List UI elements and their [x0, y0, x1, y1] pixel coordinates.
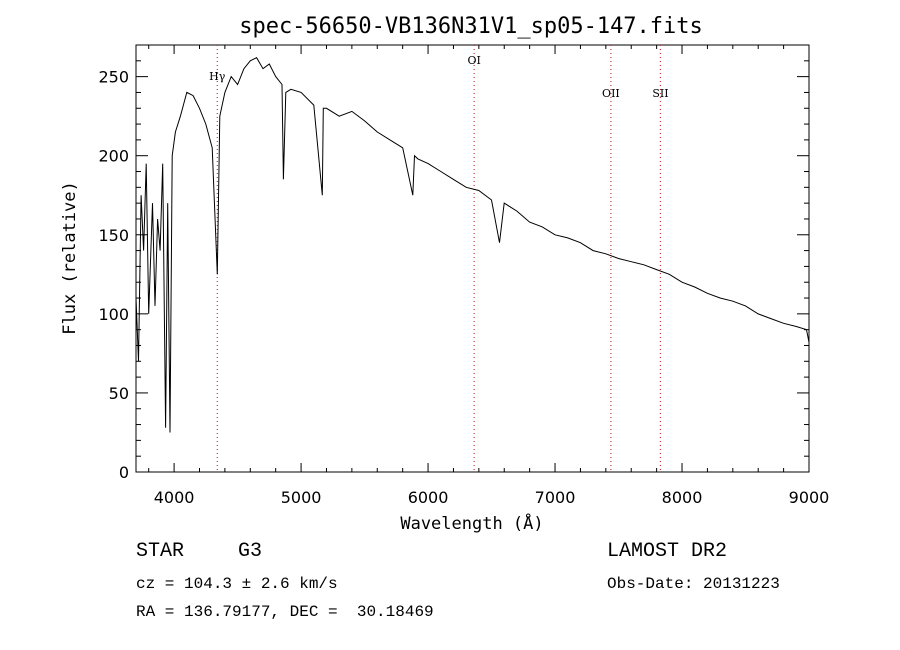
subclass: G3 [238, 540, 263, 563]
x-tick-label: 8000 [662, 488, 703, 507]
x-tick-label: 7000 [535, 488, 576, 507]
x-tick-label: 4000 [154, 488, 195, 507]
axis-ticks [136, 45, 810, 473]
marker-label: OII [602, 87, 620, 100]
y-tick-label: 200 [98, 147, 129, 166]
y-tick-label: 250 [98, 68, 129, 87]
y-tick-label: 50 [109, 384, 129, 403]
marker-label: SII [652, 87, 668, 100]
data-release: LAMOST DR2 [607, 540, 728, 563]
y-axis-label: Flux (relative) [60, 181, 80, 335]
x-axis-label: Wavelength (Å) [400, 512, 543, 534]
x-tick-label: 9000 [789, 488, 830, 507]
object-class: STAR [136, 540, 185, 563]
plot-frame [135, 44, 810, 473]
y-tick-label: 100 [98, 305, 129, 324]
chart-title: spec-56650-VB136N31V1_sp05-147.fits [239, 14, 703, 39]
y-tick-labels: 0 50 100 150 200 250 [98, 68, 129, 482]
marker-label: Hγ [209, 70, 226, 83]
x-tick-label: 5000 [281, 488, 322, 507]
flux-series-line [135, 57, 810, 433]
spectral-line-markers: Hγ OI OII SII [209, 45, 669, 472]
y-tick-label: 0 [119, 463, 129, 482]
coordinates: RA = 136.79177, DEC = 30.18469 [136, 603, 434, 621]
x-tick-labels: 4000 5000 6000 7000 8000 9000 [154, 488, 830, 507]
redshift-velocity: cz = 104.3 ± 2.6 km/s [136, 575, 338, 593]
observation-date: Obs-Date: 20131223 [607, 575, 780, 593]
marker-label: OI [467, 54, 480, 67]
y-tick-label: 150 [98, 226, 129, 245]
x-tick-label: 6000 [408, 488, 449, 507]
